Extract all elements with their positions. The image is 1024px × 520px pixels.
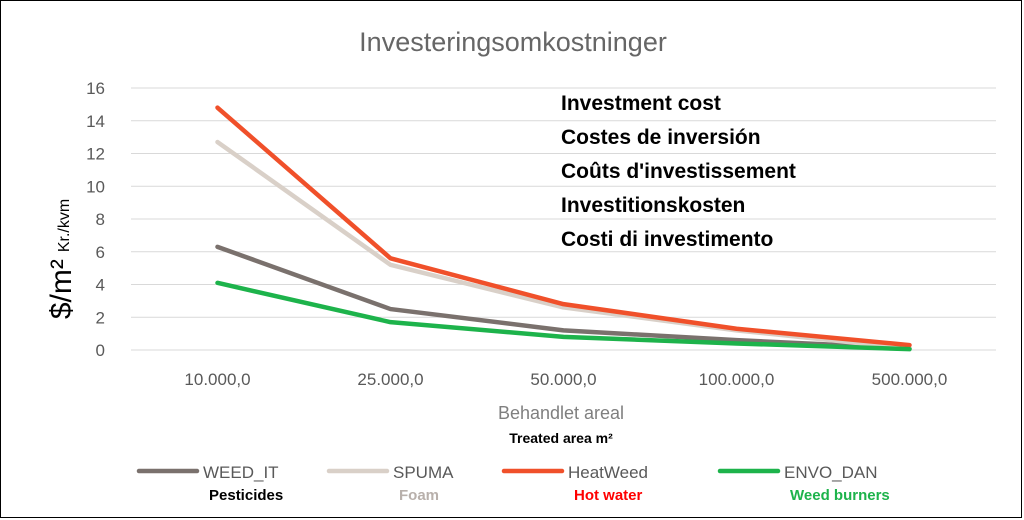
y-axis-label: $/m² Kr./kvm xyxy=(45,199,78,319)
legend-item: ENVO_DAN Weed burners xyxy=(717,463,890,504)
y-tick-label: 8 xyxy=(96,210,105,229)
x-tick-label: 50.000,0 xyxy=(530,370,596,389)
legend-item: HeatWeed Hot water xyxy=(501,463,648,504)
y-axis-title: $/m² xyxy=(45,259,78,319)
legend-label: HeatWeed xyxy=(568,463,648,482)
y-tick-label: 4 xyxy=(96,276,105,295)
svg-text:$/m² Kr./kvm: $/m² Kr./kvm xyxy=(45,199,78,319)
legend: WEED_IT Pesticides SPUMA Foam HeatWeed Hot wa… xyxy=(136,463,890,504)
legend-sublabel: Foam xyxy=(399,487,439,504)
legend-label: WEED_IT xyxy=(203,463,279,482)
y-axis-subtitle: Kr./kvm xyxy=(56,199,73,252)
y-tick-labels: 0 2 4 6 8 10 12 14 16 xyxy=(86,79,105,360)
x-tick-labels: 10.000,0 25.000,0 50.000,0 100.000,0 500.000… xyxy=(184,370,947,389)
legend-sublabel: Hot water xyxy=(574,487,643,504)
legend-item: WEED_IT Pesticides xyxy=(136,463,283,504)
x-tick-label: 500.000,0 xyxy=(872,370,948,389)
x-tick-label: 10.000,0 xyxy=(184,370,250,389)
x-tick-label: 100.000,0 xyxy=(699,370,775,389)
x-axis-title: Behandlet areal xyxy=(498,403,624,423)
annotation-line: Coûts d'investissement xyxy=(561,160,796,183)
y-tick-label: 16 xyxy=(86,79,105,98)
y-tick-label: 10 xyxy=(86,177,105,196)
y-tick-label: 14 xyxy=(86,112,105,131)
y-tick-label: 0 xyxy=(96,341,105,360)
legend-item: SPUMA Foam xyxy=(326,463,454,504)
y-tick-label: 2 xyxy=(96,308,105,327)
annotation-block: Investment cost Costes de inversión Coûts … xyxy=(561,92,796,251)
x-tick-label: 25.000,0 xyxy=(357,370,423,389)
series-line-heatweed xyxy=(215,105,912,348)
legend-label: ENVO_DAN xyxy=(784,463,878,482)
series-lines xyxy=(215,105,912,352)
x-axis-subtitle: Treated area m² xyxy=(509,430,613,446)
legend-sublabel: Weed burners xyxy=(790,487,890,504)
annotation-line: Costes de inversión xyxy=(561,126,761,149)
grid-lines xyxy=(131,87,996,351)
series-line-weed-it xyxy=(215,244,912,351)
annotation-line: Investitionskosten xyxy=(561,194,745,217)
chart-title: Investeringsomkostninger xyxy=(359,27,667,57)
series-line-envo-dan xyxy=(215,280,912,352)
y-tick-label: 12 xyxy=(86,145,105,164)
annotation-line: Investment cost xyxy=(561,92,721,115)
annotation-line: Costi di investimento xyxy=(561,228,773,251)
legend-sublabel: Pesticides xyxy=(209,487,283,504)
y-tick-label: 6 xyxy=(96,243,105,262)
legend-label: SPUMA xyxy=(393,463,454,482)
